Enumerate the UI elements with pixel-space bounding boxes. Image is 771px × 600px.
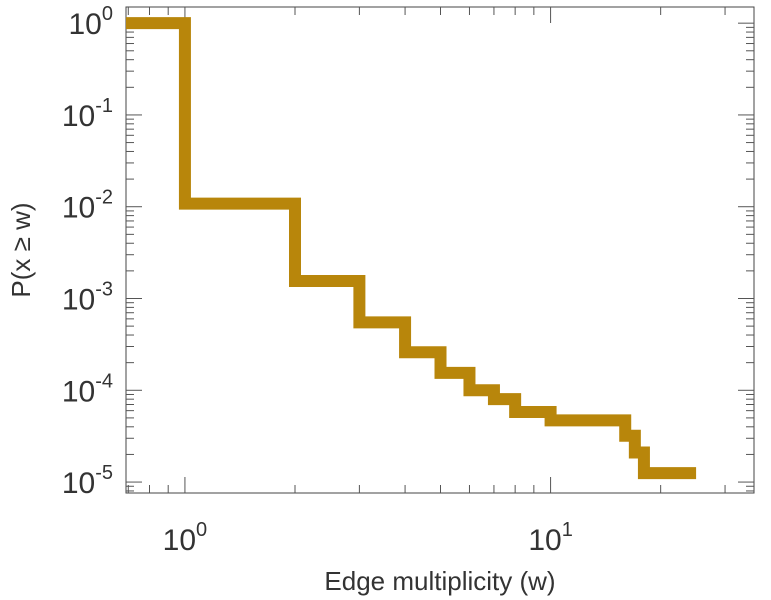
y-tick-label: 10-4 bbox=[62, 370, 113, 408]
x-tick-label: 100 bbox=[163, 519, 208, 557]
y-tick-label: 10-5 bbox=[62, 462, 113, 500]
y-tick-label: 10-2 bbox=[62, 187, 113, 225]
y-tick-labels: 100 10-1 10-2 10-3 10-4 10-5 bbox=[62, 3, 113, 500]
x-axis-title: Edge multiplicity (w) bbox=[324, 566, 555, 596]
y-axis-title: P(x ≥ w) bbox=[6, 202, 36, 297]
series-layer bbox=[126, 17, 697, 480]
x-tick-label: 101 bbox=[528, 519, 573, 557]
y-tick-label: 10-1 bbox=[62, 95, 113, 133]
y-tick-label: 10-3 bbox=[62, 279, 113, 317]
plot-frame bbox=[125, 6, 755, 494]
x-tick-labels: 100 101 bbox=[163, 519, 573, 557]
y-tick-label: 100 bbox=[69, 3, 114, 41]
plot-background bbox=[126, 7, 754, 493]
ccdf-step-line bbox=[126, 17, 697, 480]
